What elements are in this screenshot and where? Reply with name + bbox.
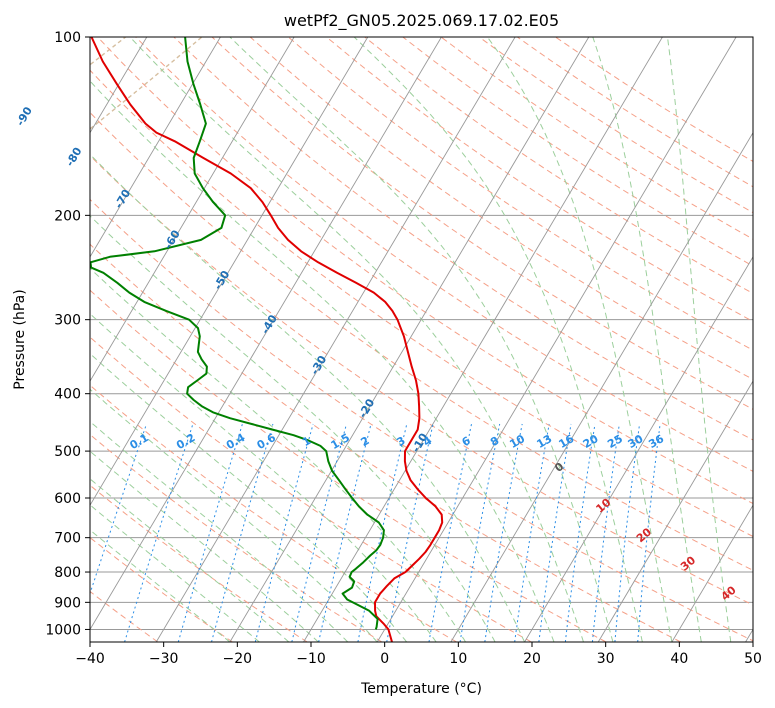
moist-adiabat — [90, 420, 349, 642]
dry-adiabat — [90, 243, 681, 642]
x-axis-label: Temperature (°C) — [360, 681, 482, 697]
dewpoint-line — [90, 37, 385, 630]
y-tick-label: 700 — [54, 531, 81, 547]
moist-adiabat — [129, 37, 584, 642]
mixing-ratio-line — [514, 423, 550, 642]
x-tick-label: 30 — [597, 651, 615, 667]
isotherm-line — [90, 37, 369, 507]
isotherm-line — [90, 37, 295, 382]
pressure-gridlines — [90, 37, 753, 630]
x-tick-label: 20 — [523, 651, 541, 667]
dry-adiabat — [97, 37, 753, 505]
mixing-ratio-line — [637, 423, 661, 642]
x-tick-label: −20 — [223, 651, 253, 667]
isotherm-line — [450, 131, 753, 642]
dry-adiabat — [90, 433, 383, 642]
isotherm-line — [671, 504, 753, 642]
mixing-ratio-line — [564, 423, 596, 642]
y-tick-label: 400 — [54, 387, 81, 403]
y-tick-label: 600 — [54, 491, 81, 507]
isotherm-line — [524, 256, 753, 642]
dry-adiabat — [90, 484, 308, 642]
mixing-ratio-line — [484, 423, 523, 642]
y-axis-label: Pressure (hPa) — [12, 289, 28, 389]
sounding-series — [90, 37, 444, 642]
x-tick-label: 40 — [670, 651, 688, 667]
isotherm-line — [90, 37, 442, 631]
y-tick-label: 500 — [54, 444, 81, 460]
moist-adiabat — [486, 37, 673, 642]
y-tick-label: 800 — [54, 565, 81, 581]
moist-adiabats — [90, 37, 732, 642]
dry-adiabat — [90, 69, 753, 538]
x-tick-label: 10 — [449, 651, 467, 667]
isotherm-line — [376, 37, 737, 642]
moist-adiabat — [90, 267, 467, 642]
dry-adiabat — [364, 37, 753, 295]
moist-adiabat — [90, 478, 290, 642]
moist-adiabat — [229, 37, 614, 642]
moist-adiabat — [90, 450, 319, 642]
mixing-ratio-line — [90, 423, 147, 596]
dry-adiabat — [90, 111, 753, 571]
dry-adiabat — [90, 154, 753, 606]
moist-adiabat — [667, 37, 732, 642]
mixing-ratio-line — [459, 423, 501, 642]
y-tick-label: 100 — [54, 30, 81, 46]
mixing-ratio-line — [254, 423, 314, 642]
y-tick-label: 300 — [54, 313, 81, 329]
mixing-ratio-line — [386, 423, 434, 642]
moist-adiabat — [353, 37, 643, 642]
mixing-ratio-line — [318, 423, 372, 642]
x-tick-label: −40 — [75, 651, 105, 667]
mixing-ratio-line — [291, 423, 347, 642]
x-tick-label: 0 — [380, 651, 389, 667]
isotherm-line — [597, 380, 753, 642]
isotherm-line — [155, 37, 516, 642]
isotherm-line — [229, 37, 590, 642]
dry-adiabat — [90, 590, 159, 642]
moist-adiabat — [90, 313, 437, 642]
dry-adiabat — [211, 37, 753, 410]
y-tick-label: 900 — [54, 595, 81, 611]
y-tick-label: 1000 — [45, 622, 81, 638]
mixing-ratio-line — [177, 423, 243, 642]
mixing-ratio-line — [211, 423, 274, 642]
moist-adiabat — [90, 153, 526, 642]
mixing-ratio-line — [428, 423, 472, 642]
moist-adiabat — [592, 37, 702, 642]
temperature-line — [90, 37, 444, 642]
mixing-ratio-line — [591, 423, 620, 642]
mixing-ratio-line — [357, 423, 408, 642]
mixing-ratio-line — [124, 423, 194, 642]
isotherm-line — [303, 37, 663, 642]
isotherm-line — [90, 37, 221, 258]
mixing-ratio-lines — [90, 423, 661, 642]
dry-adiabats — [90, 37, 753, 642]
plot-frame — [89, 36, 754, 643]
mixing-ratio-line — [614, 423, 641, 642]
y-tick-label: 200 — [54, 208, 81, 224]
chart-title: wetPf2_GN05.2025.069.17.02.E05 — [284, 11, 559, 31]
moist-adiabat — [90, 80, 555, 642]
axes: −40 −30 −20 −10 0 10 20 30 40 50 100 200 300 400 500 60… — [45, 30, 762, 667]
dry-adiabat — [90, 536, 233, 642]
x-tick-label: 50 — [744, 651, 762, 667]
dry-adiabat — [249, 37, 753, 380]
x-tick-label: −30 — [149, 651, 179, 667]
moist-adiabat — [90, 388, 378, 642]
mixing-ratio-line — [538, 423, 572, 642]
dry-adiabat — [90, 336, 532, 642]
skewed-isotherms — [90, 37, 753, 642]
x-tick-label: −10 — [296, 651, 326, 667]
dry-adiabat — [90, 384, 457, 642]
